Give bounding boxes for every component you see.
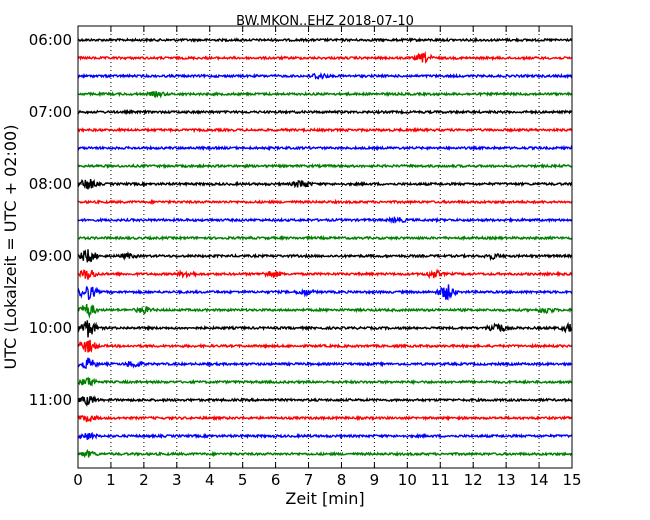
x-tick-label: 12: [464, 471, 483, 489]
trace-0815: [77, 198, 573, 206]
x-tick-label: 0: [73, 471, 83, 489]
grid-lines: [110, 26, 540, 468]
trace-1115: [77, 414, 573, 423]
x-tick-label: 15: [562, 471, 581, 489]
trace-0630: [77, 72, 573, 80]
x-tick-label: 11: [431, 471, 450, 489]
trace-0930: [77, 284, 573, 301]
trace-1130: [77, 431, 573, 441]
x-tick-label: 14: [530, 471, 549, 489]
x-axis-label: Zeit [min]: [285, 489, 364, 508]
trace-0645: [77, 90, 573, 99]
x-tick-label: 7: [304, 471, 314, 489]
y-tick-label: 11:00: [29, 391, 72, 409]
x-tick-label: 3: [172, 471, 182, 489]
y-tick-label: 09:00: [29, 247, 72, 265]
trace-0745: [77, 162, 573, 170]
trace-1100: [77, 395, 573, 407]
x-tick-label: 9: [370, 471, 380, 489]
trace-0830: [77, 215, 573, 224]
x-tick-label: 6: [271, 471, 281, 489]
y-tick-label: 08:00: [29, 175, 72, 193]
x-tick-label: 2: [139, 471, 149, 489]
trace-1045: [77, 376, 573, 387]
x-tick-label: 13: [497, 471, 516, 489]
trace-0615: [77, 50, 573, 64]
y-tick-labels: 06:00 07:00 08:00 09:00 10:00 11:00: [29, 31, 72, 409]
y-tick-label: 06:00: [29, 31, 72, 49]
trace-0800: [77, 178, 573, 190]
trace-1000: [77, 320, 573, 338]
y-tick-label: 10:00: [29, 319, 72, 337]
trace-0600: [77, 36, 573, 44]
trace-1015: [77, 339, 573, 353]
x-tick-label: 8: [337, 471, 347, 489]
trace-1145: [77, 448, 573, 459]
x-tick-label: 4: [205, 471, 215, 489]
trace-0845: [77, 234, 573, 242]
x-tick-label: 1: [106, 471, 116, 489]
trace-0700: [77, 108, 573, 116]
plot-frame: [77, 25, 573, 469]
trace-group: [77, 36, 573, 459]
y-axis-label: UTC (Lokalzeit = UTC + 02:00): [1, 125, 20, 370]
trace-0900: [77, 249, 573, 263]
trace-0915: [77, 268, 573, 280]
trace-0945: [77, 303, 573, 319]
chart-title: BW.MKON..EHZ 2018-07-10: [236, 14, 414, 29]
trace-0715: [77, 126, 573, 134]
trace-1030: [77, 357, 573, 369]
x-tick-label: 5: [238, 471, 248, 489]
x-tick-labels: 0 1 2 3 4 5 6 7 8 9 10 11 12 13 14 15: [73, 471, 581, 489]
tick-marks: [77, 26, 573, 468]
x-tick-label: 10: [398, 471, 417, 489]
y-tick-label: 07:00: [29, 103, 72, 121]
trace-0730: [77, 144, 573, 152]
